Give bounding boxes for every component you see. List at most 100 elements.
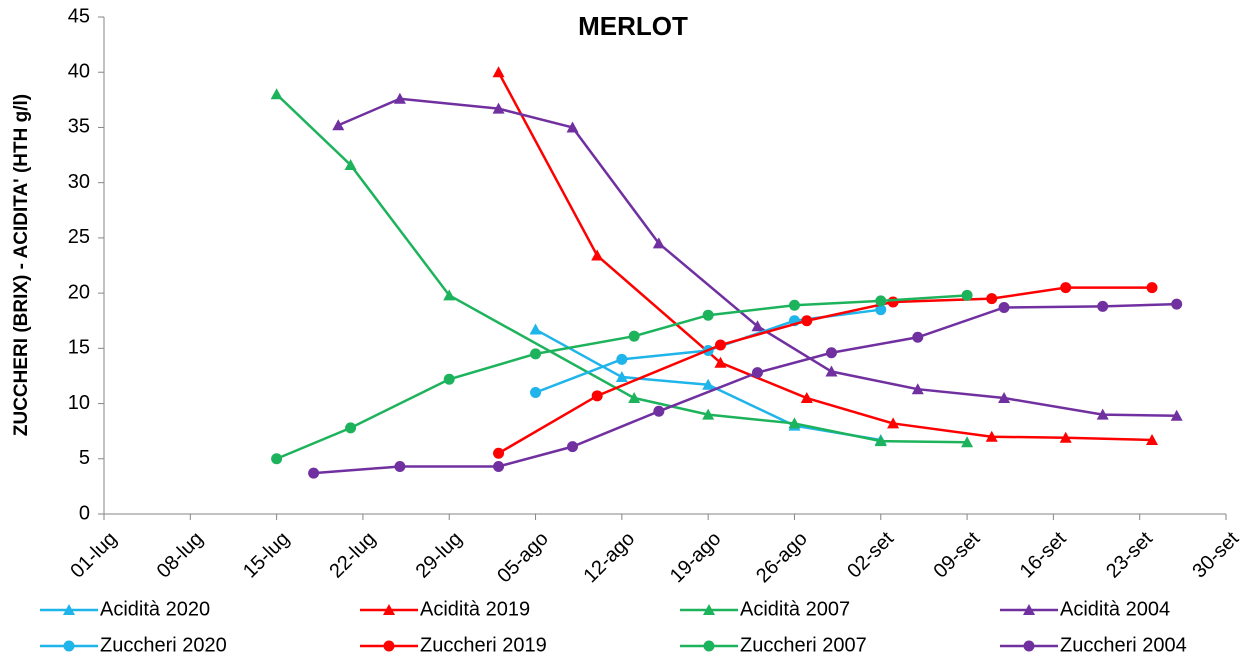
data-point [986, 293, 998, 305]
legend-marker [1023, 604, 1035, 615]
data-point [912, 331, 924, 343]
data-point [270, 88, 283, 100]
data-point [875, 304, 887, 316]
data-point [628, 330, 640, 342]
data-point [801, 315, 813, 327]
data-point [345, 422, 357, 434]
series-line [275, 93, 968, 444]
x-tick-label: 08-lug [153, 528, 208, 583]
legend-label: Zuccheri 2007 [740, 634, 867, 656]
x-tick-label: 19-ago [666, 528, 726, 588]
y-tick-label: 25 [68, 226, 90, 248]
data-point [615, 371, 628, 383]
y-tick-label: 5 [79, 447, 90, 469]
data-point [492, 66, 505, 78]
y-tick-label: 30 [68, 171, 90, 193]
data-point [800, 392, 813, 404]
data-point [961, 289, 973, 301]
data-point [591, 390, 603, 402]
data-point [308, 467, 320, 479]
legend-label: Acidità 2020 [100, 598, 210, 620]
data-point [443, 289, 456, 301]
data-point [875, 295, 887, 307]
data-point [702, 408, 715, 420]
data-point [1059, 431, 1072, 443]
legend-marker [703, 640, 715, 652]
data-point [702, 309, 714, 321]
x-tick-label: 16-set [1016, 527, 1071, 582]
data-point [911, 383, 924, 395]
data-point [493, 447, 505, 459]
data-point [1097, 300, 1109, 312]
x-tick-label: 09-set [929, 527, 984, 582]
x-tick-label: 12-ago [580, 528, 640, 588]
legend-marker [1023, 640, 1035, 652]
x-tick-label: 30-set [1188, 527, 1243, 582]
data-point [530, 387, 542, 399]
data-point [788, 417, 801, 429]
series-line [497, 71, 1153, 442]
data-point [751, 367, 763, 379]
legend-marker [383, 640, 395, 652]
data-point [825, 365, 838, 377]
data-point [887, 417, 900, 429]
y-tick-label: 15 [68, 337, 90, 359]
data-point [1171, 298, 1183, 310]
legend-marker [383, 604, 395, 615]
legend-marker [63, 604, 75, 615]
data-point [567, 441, 579, 453]
data-point [616, 353, 628, 365]
legend-label: Zuccheri 2020 [100, 634, 227, 656]
x-tick-label: 05-ago [493, 528, 553, 588]
x-tick-label: 26-ago [752, 528, 812, 588]
data-point [1096, 408, 1109, 420]
series-line [313, 302, 1177, 475]
data-point [566, 121, 579, 133]
data-point [998, 301, 1010, 313]
legend-marker [63, 640, 75, 652]
chart-title: MERLOT [578, 11, 688, 41]
x-tick-label: 15-lug [239, 528, 294, 583]
data-point [530, 348, 542, 360]
data-point [628, 392, 641, 404]
y-tick-label: 35 [68, 116, 90, 138]
legend-label: Acidità 2007 [740, 598, 850, 620]
y-tick-label: 40 [68, 61, 90, 83]
x-tick-label: 22-lug [325, 528, 380, 583]
data-point [714, 356, 727, 368]
data-point [1146, 434, 1159, 446]
data-point [874, 435, 887, 447]
y-tick-label: 0 [79, 502, 90, 524]
data-point [271, 453, 283, 465]
data-point [961, 436, 974, 448]
legend-label: Acidità 2004 [1060, 598, 1170, 620]
y-axis-label: ZUCCHERI (BRIX) - ACIDITA' (HTH g/l) [11, 94, 32, 436]
data-point [344, 158, 357, 170]
data-point [998, 392, 1011, 404]
y-tick-label: 45 [68, 5, 90, 27]
x-tick-label: 29-lug [412, 528, 467, 583]
data-point [714, 339, 726, 351]
data-point [788, 299, 800, 311]
data-point [825, 347, 837, 359]
data-point [591, 249, 604, 261]
x-tick-label: 23-set [1102, 527, 1157, 582]
data-point [1170, 409, 1183, 421]
data-point [887, 296, 899, 308]
data-point [653, 405, 665, 417]
data-point [493, 461, 505, 473]
y-tick-label: 10 [68, 392, 90, 414]
series-line [497, 286, 1153, 455]
legend-label: Zuccheri 2019 [420, 634, 547, 656]
data-point [1060, 282, 1072, 294]
data-point [529, 323, 542, 335]
data-point [393, 92, 406, 104]
data-point [751, 320, 764, 332]
data-point [652, 237, 665, 249]
data-point [332, 119, 345, 131]
data-point [492, 102, 505, 114]
x-tick-label: 02-set [843, 527, 898, 582]
legend-marker [703, 604, 715, 615]
legend-label: Acidità 2019 [420, 598, 530, 620]
